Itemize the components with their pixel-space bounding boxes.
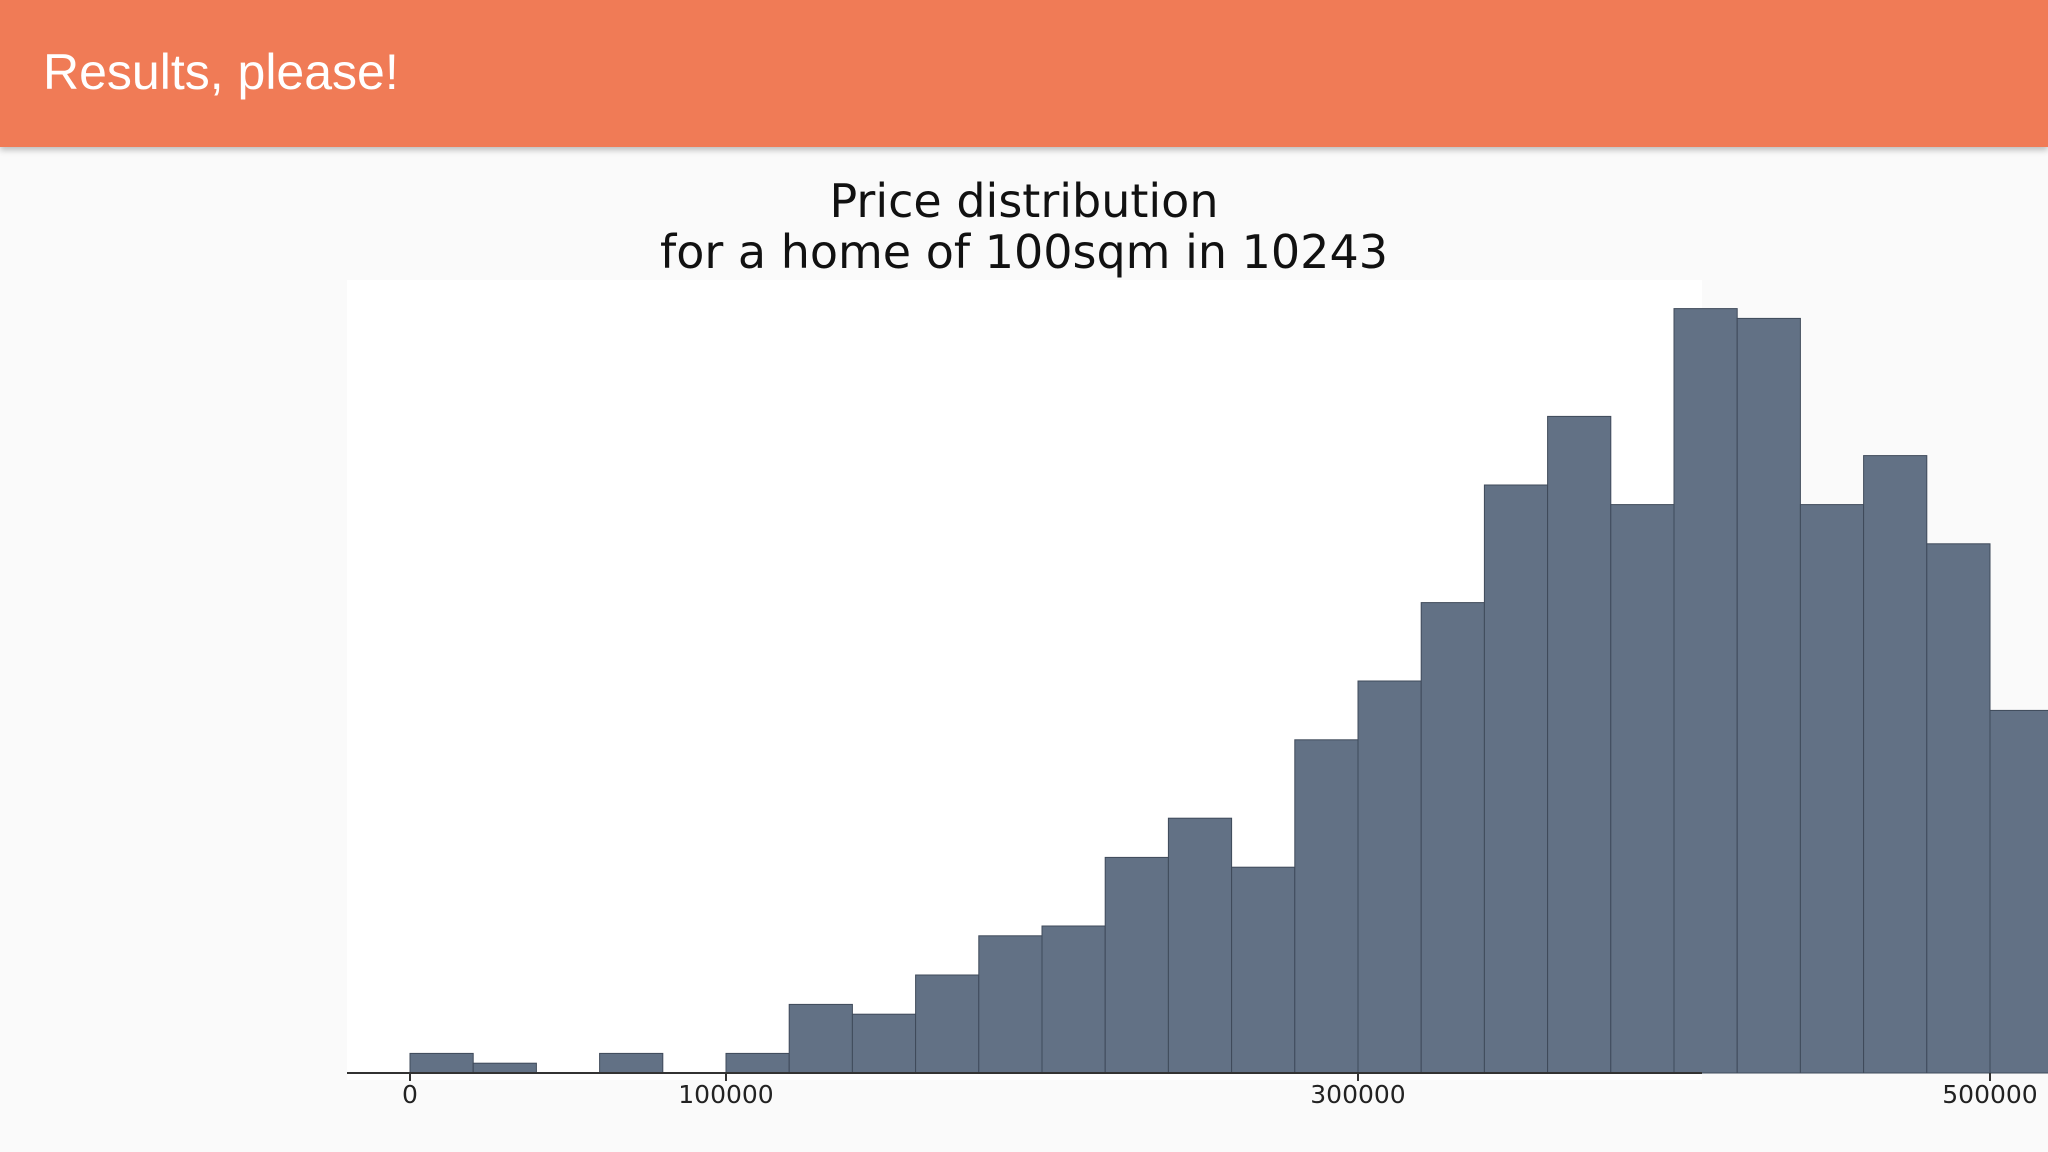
histogram-bar-8	[915, 974, 980, 1074]
histogram-bar-7	[851, 1013, 917, 1074]
app-title: Results, please!	[43, 44, 399, 100]
price-histogram-chart: Price distribution for a home of 100sqm …	[347, 174, 2048, 1109]
histogram-bar-10	[1041, 925, 1106, 1074]
histogram-bar-5	[725, 1052, 790, 1074]
content-area: Price distribution for a home of 100sqm …	[0, 147, 2048, 1152]
chart-subtitle: for a home of 100sqm in 10243	[660, 225, 1388, 279]
histogram-bar-11	[1104, 856, 1169, 1074]
app-bar: Results, please!	[0, 0, 2048, 147]
x-tick-label: 100000	[678, 1080, 773, 1109]
histogram-bar-9	[978, 935, 1043, 1074]
histogram-bar-24	[1926, 543, 1991, 1074]
histogram-bar-19	[1610, 504, 1675, 1074]
x-axis-ticks: 0100000300000500000700000	[402, 1073, 2038, 1109]
histogram-bar-22	[1799, 504, 1865, 1074]
histogram-bar-20	[1673, 308, 1738, 1074]
histogram-bar-3	[599, 1052, 664, 1074]
histogram-bar-1	[472, 1062, 537, 1074]
histogram-bar-17	[1483, 484, 1549, 1074]
x-tick-label: 500000	[1942, 1080, 2037, 1109]
histogram-bar-16	[1420, 602, 1485, 1074]
histogram-bar-14	[1294, 739, 1359, 1074]
histogram-bar-0	[409, 1052, 474, 1074]
histogram-bar-21	[1736, 317, 1801, 1074]
histogram-bar-6	[788, 1003, 853, 1074]
x-tick-label: 0	[402, 1080, 418, 1109]
histogram-bar-23	[1863, 455, 1928, 1074]
histogram-bar-18	[1547, 415, 1612, 1074]
histogram-bar-25	[1989, 709, 2048, 1074]
x-tick-label: 300000	[1310, 1080, 1405, 1109]
histogram-bar-13	[1231, 866, 1296, 1074]
histogram-bars	[409, 308, 2048, 1074]
histogram-bar-15	[1357, 680, 1422, 1074]
histogram-bar-12	[1167, 817, 1233, 1074]
chart-title: Price distribution	[830, 174, 1219, 228]
